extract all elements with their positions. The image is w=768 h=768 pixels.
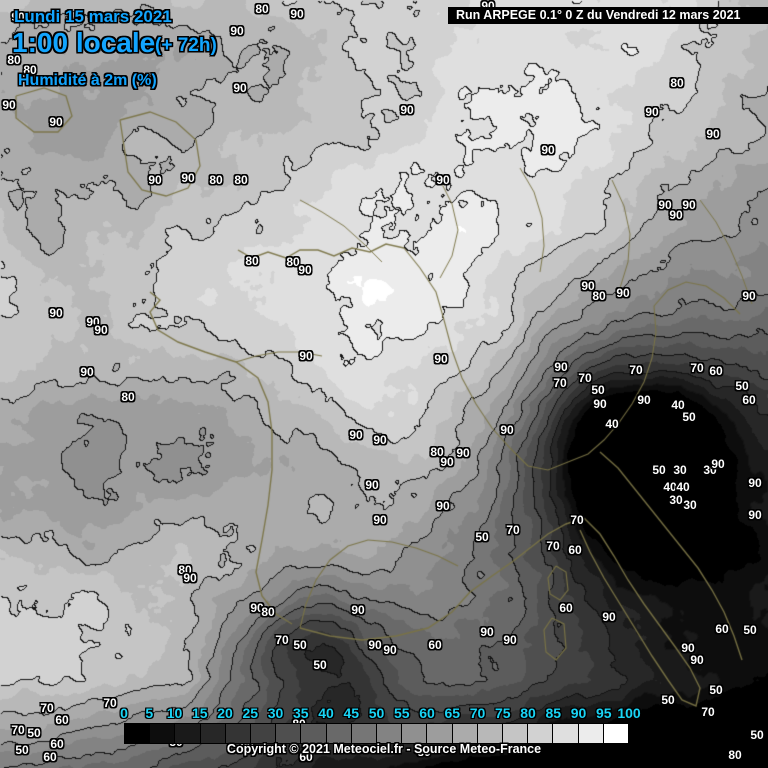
legend-tick-95: 95 <box>595 705 612 721</box>
legend-swatch-9 <box>351 724 378 743</box>
legend-tick-70: 70 <box>469 705 486 721</box>
legend-tick-10: 10 <box>166 705 183 721</box>
legend-tick-35: 35 <box>292 705 309 721</box>
legend-tick-65: 65 <box>444 705 461 721</box>
legend-swatch-12 <box>427 724 453 743</box>
legend-tick-55: 55 <box>393 705 410 721</box>
legend-tick-60: 60 <box>419 705 435 721</box>
legend-tick-20: 20 <box>217 705 233 721</box>
legend-tick-15: 15 <box>191 705 208 721</box>
legend-swatch-10 <box>377 724 403 743</box>
legend-swatch-11 <box>402 724 428 743</box>
legend-swatch-18 <box>578 724 604 743</box>
legend-swatch-6 <box>276 724 302 743</box>
legend-tick-100: 100 <box>617 705 641 721</box>
legend-tick-40: 40 <box>318 705 334 721</box>
legend-color-bar <box>124 723 629 744</box>
legend-swatch-19 <box>603 724 629 743</box>
parameter-label: Humidité à 2m (%) <box>18 72 157 89</box>
legend-swatch-17 <box>553 724 579 743</box>
forecast-date: Lundi 15 mars 2021 <box>14 7 172 26</box>
legend-tick-80: 80 <box>520 705 536 721</box>
model-run-banner: Run ARPEGE 0.1° 0 Z du Vendredi 12 mars … <box>448 7 768 24</box>
legend-tick-50: 50 <box>368 705 385 721</box>
legend-tick-85: 85 <box>545 705 562 721</box>
legend-swatch-0 <box>125 724 151 743</box>
legend-tick-0: 0 <box>120 705 128 721</box>
legend-swatch-14 <box>477 724 504 743</box>
legend-swatch-3 <box>200 724 226 743</box>
legend-tick-45: 45 <box>343 705 360 721</box>
legend-swatch-2 <box>175 724 201 743</box>
legend-tick-25: 25 <box>242 705 259 721</box>
forecast-lead-time: (+ 72h) <box>155 35 217 56</box>
legend-swatch-1 <box>150 724 176 743</box>
legend-tick-75: 75 <box>494 705 511 721</box>
forecast-time: 1:00 locale <box>12 27 156 58</box>
legend-swatch-4 <box>225 724 252 743</box>
copyright-notice: Copyright © 2021 Meteociel.fr - Source M… <box>226 742 542 756</box>
legend-swatch-5 <box>251 724 277 743</box>
legend-tick-30: 30 <box>267 705 284 721</box>
legend-swatch-15 <box>503 724 529 743</box>
legend-swatch-16 <box>528 724 554 743</box>
legend-swatch-7 <box>301 724 327 743</box>
legend-swatch-8 <box>326 724 352 743</box>
legend-tick-labels: 0 5 10 15 20 25 30 35 40 45 50 55 60 65 70 75 80 85 90 95 10… <box>120 705 641 723</box>
legend-tick-5: 5 <box>145 705 154 721</box>
legend-swatch-13 <box>452 724 478 743</box>
legend-tick-90: 90 <box>570 705 587 721</box>
color-scale-legend: 0 5 10 15 20 25 30 35 40 45 50 55 60 65 70 75 80 85 90 95 10… <box>120 705 641 744</box>
